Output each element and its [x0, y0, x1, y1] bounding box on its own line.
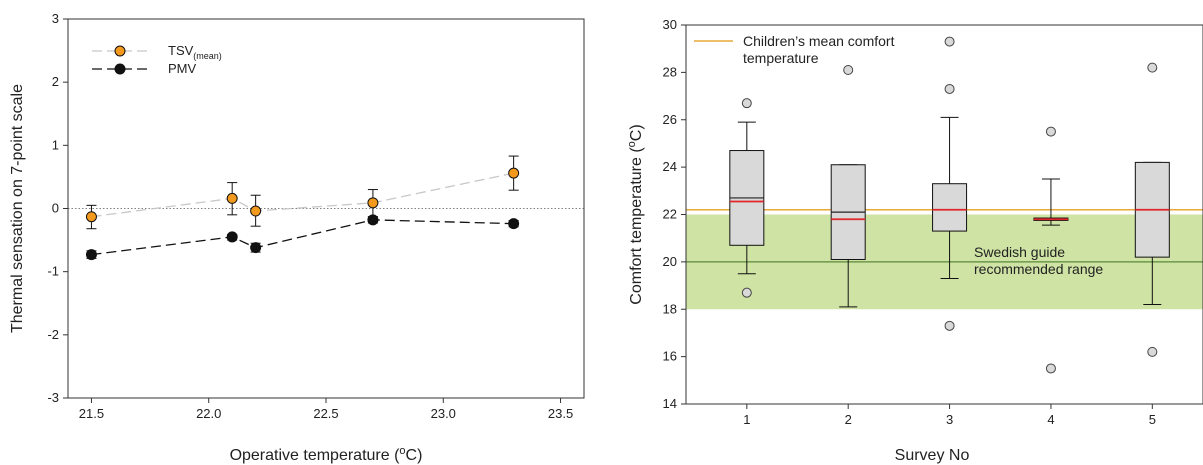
outlier-point	[1045, 363, 1056, 374]
outlier-point	[741, 98, 752, 109]
x-axis-label: Operative temperature (oC)	[230, 445, 423, 464]
outlier-point	[944, 36, 955, 47]
y-tick-label: -2	[47, 327, 59, 342]
x-tick-label: 21.5	[79, 406, 104, 421]
y-tick-label: 20	[663, 254, 677, 269]
x-tick-label: 23.0	[431, 406, 456, 421]
data-point	[85, 249, 97, 261]
x-tick-label: 22.5	[313, 406, 338, 421]
y-axis-label: Comfort temperature (oC)	[626, 124, 645, 304]
y-tick-label: 0	[52, 201, 59, 216]
x-tick-label: 3	[946, 412, 953, 427]
outlier-point	[1045, 126, 1056, 137]
x-axis-label: Survey No	[895, 447, 970, 464]
series-line	[91, 172, 514, 218]
y-tick-label: -3	[47, 390, 59, 405]
y-tick-label: 18	[663, 301, 677, 316]
x-tick-label: 22.0	[196, 406, 221, 421]
recommended-range-label: recommended range	[974, 261, 1103, 277]
legend-marker	[114, 63, 126, 75]
outlier-point	[944, 83, 955, 94]
data-point	[508, 218, 520, 230]
thermal-sensation-chart: -3 -2 -1 0 1 2 3 21.5 22.0 22.5 23.0 23.5 Operative …	[9, 11, 585, 464]
x-tick-label: 5	[1149, 412, 1156, 427]
y-tick-label: 26	[663, 112, 677, 127]
data-point	[250, 242, 262, 254]
data-point	[226, 231, 238, 243]
legend-label: TSV(mean)	[168, 43, 222, 61]
x-tick-label: 23.5	[548, 406, 573, 421]
data-point	[226, 192, 238, 204]
x-tick-label: 4	[1047, 412, 1054, 427]
y-tick-label: 30	[663, 17, 677, 32]
y-tick-label: 2	[52, 74, 59, 89]
comfort-legend-label: Children’s mean comfort	[743, 33, 895, 49]
box	[932, 183, 968, 232]
y-tick-label: 22	[663, 207, 677, 222]
comfort-temperature-boxplot: 14 16 18 20 22 24 26 28 30 1 2 3 4 5 Survey No Comfort …	[626, 17, 1203, 464]
y-tick-label: 1	[52, 137, 59, 152]
recommended-range-label: Swedish guide	[974, 244, 1065, 260]
outlier-point	[843, 65, 854, 76]
y-tick-label: 14	[663, 396, 677, 411]
data-point	[508, 167, 520, 179]
y-tick-label: -1	[47, 264, 59, 279]
outlier-point	[944, 320, 955, 331]
comfort-legend-label: temperature	[743, 50, 819, 66]
legend-marker	[114, 45, 126, 57]
x-tick-label: 2	[845, 412, 852, 427]
data-point	[367, 197, 379, 209]
outlier-point	[1147, 62, 1158, 73]
outlier-point	[1147, 346, 1158, 357]
outlier-point	[741, 287, 752, 298]
data-point	[250, 205, 262, 217]
x-tick-label: 1	[743, 412, 750, 427]
data-point	[367, 214, 379, 226]
y-axis-label: Thermal sensation on 7-point scale	[9, 84, 26, 333]
y-tick-label: 3	[52, 11, 59, 26]
y-tick-label: 24	[663, 159, 677, 174]
y-tick-label: 28	[663, 64, 677, 79]
series-line	[91, 219, 514, 256]
legend-label: PMV	[168, 61, 197, 76]
y-tick-label: 16	[663, 349, 677, 364]
data-point	[85, 211, 97, 223]
